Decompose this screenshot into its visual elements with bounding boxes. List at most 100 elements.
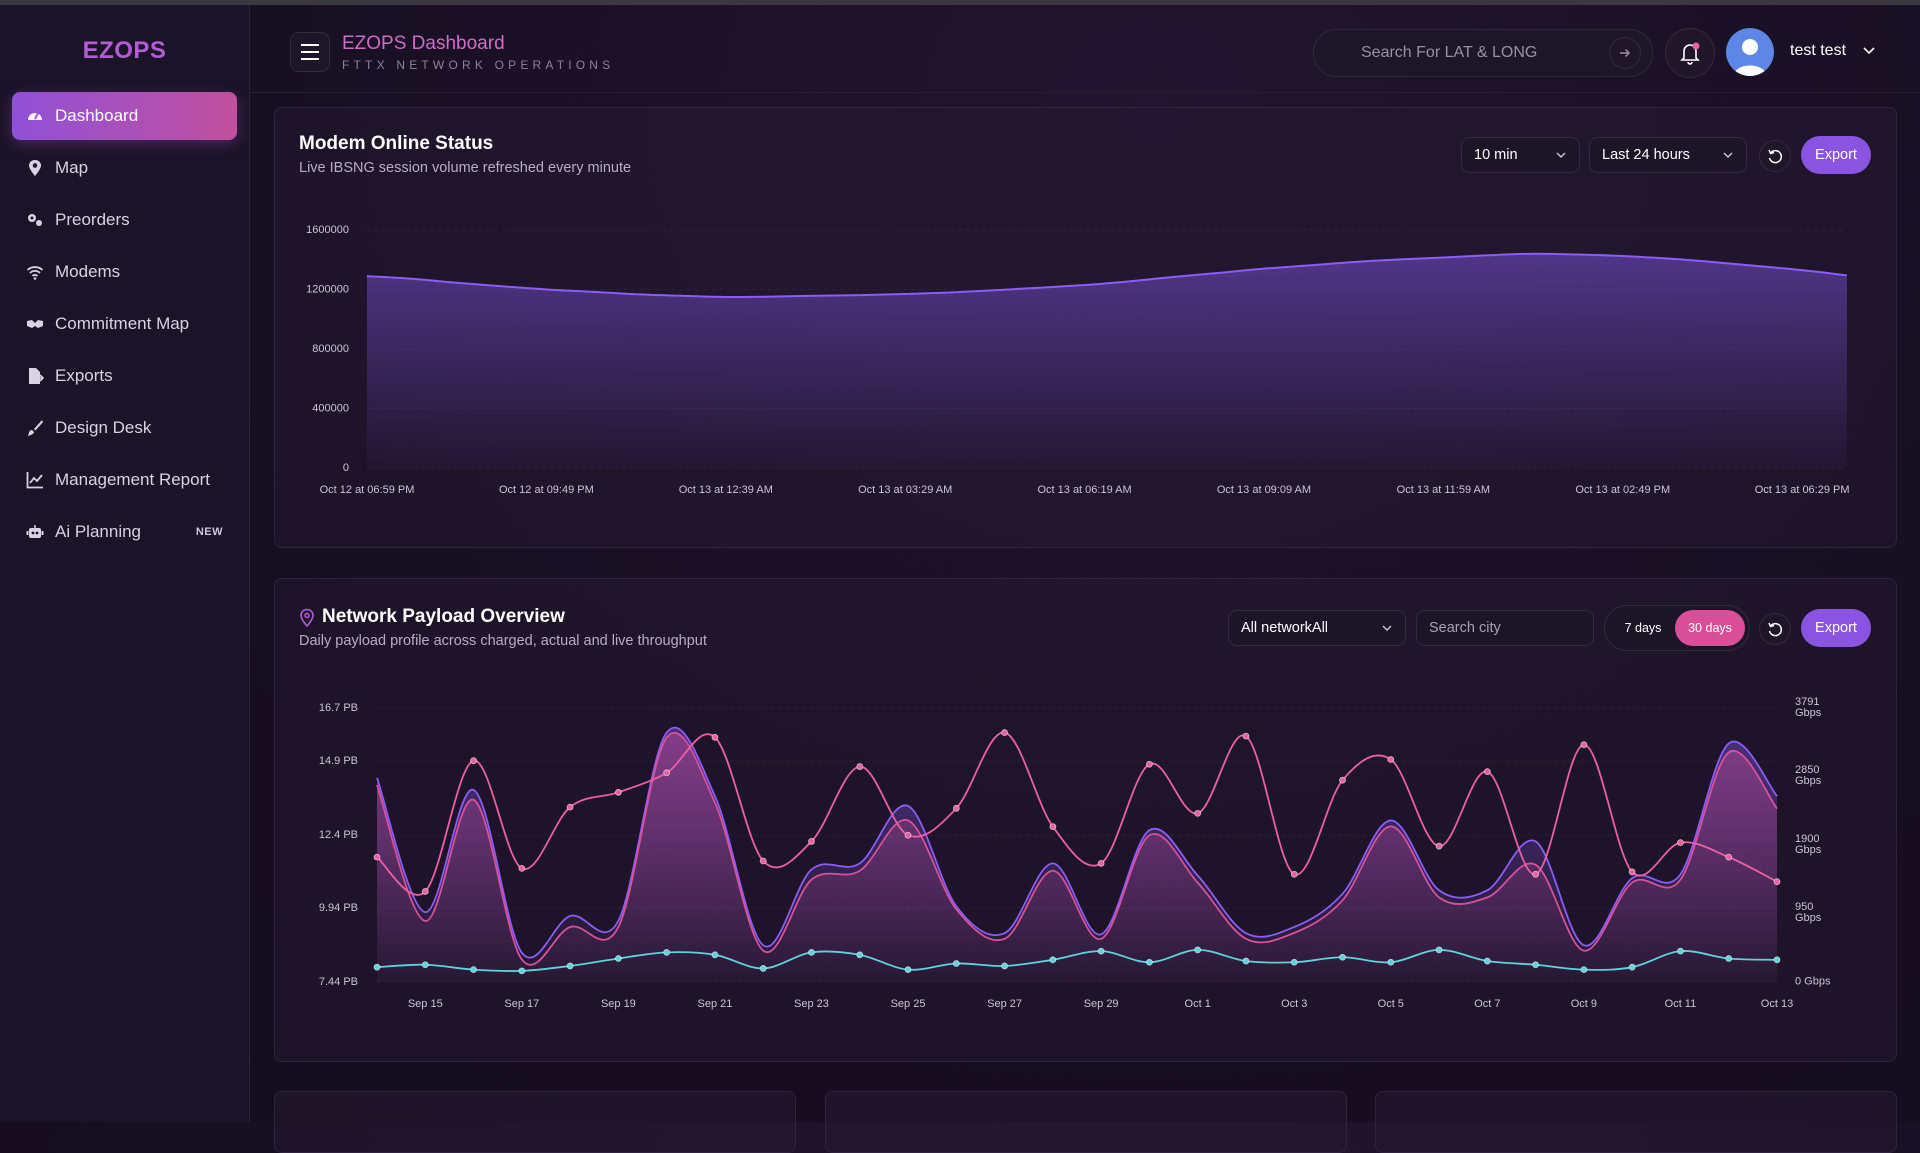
point <box>1533 871 1539 877</box>
x-tick-label: Oct 13 at 06:19 AM <box>1037 484 1131 496</box>
point <box>1726 854 1732 860</box>
x-tick-label: Oct 13 <box>1761 998 1793 1010</box>
y-tick-label: 9.94 PB <box>319 902 358 914</box>
y2-tick-label: 1900 Gbps <box>1795 834 1833 856</box>
point <box>471 967 477 973</box>
x-tick-label: Oct 13 at 02:49 PM <box>1575 484 1670 496</box>
point <box>1243 958 1249 964</box>
point <box>1726 956 1732 962</box>
x-tick-label: Oct 12 at 09:49 PM <box>499 484 594 496</box>
point <box>1533 962 1539 968</box>
point <box>1436 947 1442 953</box>
point <box>1388 756 1394 762</box>
point <box>664 949 670 955</box>
point <box>1677 948 1683 954</box>
point <box>567 963 573 969</box>
y2-tick-label: 950 Gbps <box>1795 902 1833 924</box>
point <box>905 967 911 973</box>
y-tick-label: 12.4 PB <box>319 829 358 841</box>
point <box>1677 840 1683 846</box>
x-tick-label: Oct 13 at 03:29 AM <box>858 484 952 496</box>
point <box>760 858 766 864</box>
point <box>1388 959 1394 965</box>
point <box>1581 967 1587 973</box>
point <box>1629 869 1635 875</box>
point <box>857 952 863 958</box>
point <box>808 949 814 955</box>
x-tick-label: Oct 13 at 11:59 AM <box>1397 484 1490 496</box>
point <box>1436 843 1442 849</box>
y2-tick-label: 0 Gbps <box>1795 977 1833 988</box>
y-tick-label: 800000 <box>312 343 349 355</box>
point <box>374 964 380 970</box>
x-tick-label: Oct 5 <box>1378 998 1404 1010</box>
point <box>519 865 525 871</box>
x-tick-label: Oct 3 <box>1281 998 1307 1010</box>
y-tick-label: 1200000 <box>306 283 349 295</box>
point <box>712 734 718 740</box>
charts-layer: 0 400000 800000 1200000 1600000 Oct 12 at 06:… <box>0 0 1920 1122</box>
area <box>367 254 1847 468</box>
y-tick-label: 14.9 PB <box>319 755 358 767</box>
x-tick-label: Oct 13 at 12:39 AM <box>679 484 773 496</box>
point <box>1098 948 1104 954</box>
point <box>615 789 621 795</box>
x-tick-label: Sep 15 <box>408 998 443 1010</box>
point <box>567 804 573 810</box>
y2-tick-label: 2850 Gbps <box>1795 765 1833 787</box>
point <box>374 854 380 860</box>
x-tick-label: Sep 19 <box>601 998 636 1010</box>
point <box>1050 957 1056 963</box>
y-tick-label: 0 <box>343 462 349 474</box>
point <box>953 805 959 811</box>
x-tick-label: Sep 23 <box>794 998 829 1010</box>
point <box>1291 959 1297 965</box>
point <box>664 770 670 776</box>
x-tick-label: Oct 1 <box>1185 998 1211 1010</box>
x-tick-label: Oct 13 at 09:09 AM <box>1217 484 1311 496</box>
x-tick-label: Sep 21 <box>697 998 732 1010</box>
point <box>1195 810 1201 816</box>
y-tick-label: 1600000 <box>306 224 349 236</box>
x-tick-label: Oct 7 <box>1474 998 1500 1010</box>
point <box>1146 959 1152 965</box>
point <box>1050 824 1056 830</box>
point <box>422 962 428 968</box>
point <box>1340 777 1346 783</box>
point <box>1774 879 1780 885</box>
point <box>1340 954 1346 960</box>
x-tick-label: Sep 27 <box>987 998 1022 1010</box>
point <box>1484 958 1490 964</box>
point <box>953 960 959 966</box>
x-tick-label: Oct 9 <box>1571 998 1597 1010</box>
dashboard-page: EZOPS Dashboard Map Preorders Modems Com… <box>0 0 1920 1122</box>
x-tick-label: Oct 11 <box>1665 998 1697 1010</box>
x-tick-label: Oct 13 at 06:29 PM <box>1755 484 1850 496</box>
point <box>760 965 766 971</box>
point <box>1098 860 1104 866</box>
x-tick-label: Sep 17 <box>504 998 539 1010</box>
point <box>1291 871 1297 877</box>
line <box>377 732 1777 894</box>
point <box>808 838 814 844</box>
x-tick-label: Oct 12 at 06:59 PM <box>320 484 415 496</box>
point <box>1002 963 1008 969</box>
point <box>1484 769 1490 775</box>
point <box>1243 733 1249 739</box>
point <box>1195 947 1201 953</box>
y2-tick-label: 3791 Gbps <box>1795 697 1833 719</box>
point <box>1774 957 1780 963</box>
y-tick-label: 400000 <box>312 402 349 414</box>
point <box>519 968 525 974</box>
point <box>905 832 911 838</box>
x-tick-label: Sep 29 <box>1084 998 1119 1010</box>
point <box>1146 761 1152 767</box>
x-tick-label: Sep 25 <box>891 998 926 1010</box>
point <box>1581 742 1587 748</box>
point <box>422 888 428 894</box>
point <box>615 956 621 962</box>
y-tick-label: 16.7 PB <box>319 702 358 714</box>
point <box>857 764 863 770</box>
point <box>712 952 718 958</box>
point <box>1002 730 1008 736</box>
